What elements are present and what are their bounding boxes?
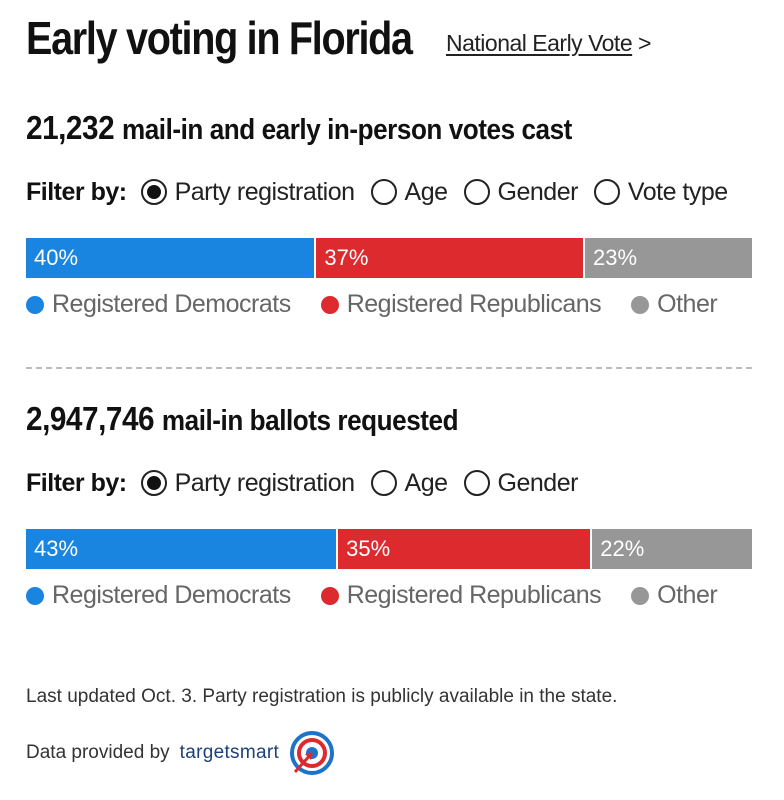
legend-label: Other bbox=[657, 290, 718, 318]
page-header: Early voting in Florida bbox=[26, 8, 475, 68]
filter-option-label[interactable]: Gender bbox=[497, 468, 579, 497]
bar-segment: 43% bbox=[26, 529, 339, 569]
radio-button-icon[interactable] bbox=[463, 179, 490, 205]
national-early-vote-link-label[interactable]: National Early Vote bbox=[446, 30, 633, 56]
bar-segment: 40% bbox=[26, 238, 317, 278]
legend-dot-icon bbox=[320, 295, 339, 314]
radio-button-icon[interactable] bbox=[593, 179, 620, 205]
filter-gender[interactable]: Gender bbox=[463, 468, 579, 498]
filter-option-label[interactable]: Party registration bbox=[174, 468, 355, 497]
filter-option-label[interactable]: Gender bbox=[497, 177, 579, 206]
filter-gender[interactable]: Gender bbox=[463, 177, 579, 207]
votes-cast-legend: Registered Democrats Registered Republica… bbox=[26, 290, 747, 319]
legend-label: Registered Democrats bbox=[52, 581, 291, 609]
votes-cast-filters: Filter by: Party registration Age Gender… bbox=[26, 172, 744, 212]
ballots-requested-bar-chart: 43% 35% 22% bbox=[26, 529, 752, 569]
filter-label: Filter by: bbox=[26, 177, 127, 206]
legend-item: Other bbox=[631, 581, 718, 610]
bar-segment: 23% bbox=[585, 238, 752, 278]
filter-vote-type[interactable]: Vote type bbox=[593, 177, 728, 207]
filter-party-registration[interactable]: Party registration bbox=[140, 177, 355, 207]
legend-dot-icon bbox=[320, 586, 339, 605]
bar-segment: 37% bbox=[316, 238, 585, 278]
filter-party-registration[interactable]: Party registration bbox=[140, 468, 355, 498]
ballots-requested-legend: Registered Democrats Registered Republica… bbox=[26, 581, 747, 610]
footnote: Last updated Oct. 3. Party registration … bbox=[26, 686, 618, 707]
legend-label: Other bbox=[657, 581, 718, 609]
legend-dot-icon bbox=[26, 295, 44, 314]
radio-button-icon[interactable] bbox=[463, 470, 490, 496]
filter-option-label[interactable]: Party registration bbox=[174, 177, 355, 206]
radio-button-icon[interactable] bbox=[140, 179, 167, 205]
ballots-requested-count: 2,947,746 bbox=[26, 400, 155, 437]
legend-item: Other bbox=[631, 290, 718, 319]
radio-button-icon[interactable] bbox=[370, 179, 397, 205]
bar-segment: 35% bbox=[338, 529, 593, 569]
filter-label: Filter by: bbox=[26, 468, 127, 497]
brand-name[interactable]: targetsmart bbox=[179, 742, 280, 763]
legend-label: Registered Republicans bbox=[346, 290, 602, 318]
legend-item: Registered Democrats bbox=[26, 290, 291, 319]
votes-cast-headline: 21,232 mail-in and early in-person votes… bbox=[26, 106, 679, 150]
legend-label: Registered Democrats bbox=[52, 290, 291, 318]
national-early-vote-link[interactable]: National Early Vote > bbox=[446, 30, 651, 57]
section-divider bbox=[26, 367, 752, 369]
legend-dot-icon bbox=[26, 586, 44, 605]
ballots-requested-section: 2,947,746 mail-in ballots requested Filt… bbox=[26, 397, 752, 637]
radio-button-icon[interactable] bbox=[370, 470, 397, 496]
votes-cast-section: 21,232 mail-in and early in-person votes… bbox=[26, 106, 752, 346]
legend-label: Registered Republicans bbox=[346, 581, 602, 609]
ballots-requested-label: mail-in ballots requested bbox=[161, 405, 459, 437]
votes-cast-bar-chart: 40% 37% 23% bbox=[26, 238, 752, 278]
legend-item: Registered Democrats bbox=[26, 581, 291, 610]
provider-text: Data provided by bbox=[26, 742, 170, 763]
votes-cast-count: 21,232 bbox=[26, 109, 115, 146]
legend-item: Registered Republicans bbox=[320, 581, 602, 610]
ballots-requested-filters: Filter by: Party registration Age Gender bbox=[26, 463, 594, 503]
data-provider: Data provided by targetsmart bbox=[26, 730, 335, 776]
legend-item: Registered Republicans bbox=[320, 290, 602, 319]
votes-cast-label: mail-in and early in-person votes cast bbox=[121, 114, 572, 146]
bar-segment: 22% bbox=[592, 529, 752, 569]
page-title: Early voting in Florida bbox=[26, 12, 413, 64]
filter-age[interactable]: Age bbox=[370, 177, 448, 207]
filter-option-label[interactable]: Vote type bbox=[627, 177, 728, 206]
chevron-right-icon[interactable]: > bbox=[638, 30, 651, 56]
filter-option-label[interactable]: Age bbox=[404, 177, 448, 206]
legend-dot-icon bbox=[631, 586, 650, 605]
target-icon[interactable] bbox=[289, 730, 335, 776]
legend-dot-icon bbox=[631, 295, 650, 314]
ballots-requested-headline: 2,947,746 mail-in ballots requested bbox=[26, 397, 679, 441]
filter-age[interactable]: Age bbox=[370, 468, 448, 498]
radio-button-icon[interactable] bbox=[140, 470, 167, 496]
filter-option-label[interactable]: Age bbox=[404, 468, 448, 497]
